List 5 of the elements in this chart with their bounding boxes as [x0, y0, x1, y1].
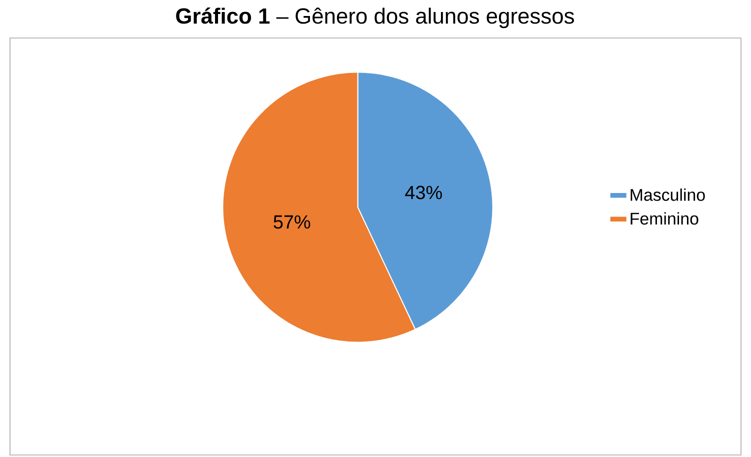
data-label: 43%: [405, 186, 442, 200]
legend-label: Feminino: [630, 212, 698, 225]
chart-title: Gráfico 1 – Gênero dos alunos egressos: [176, 8, 574, 28]
data-label: 57%: [274, 215, 310, 229]
legend-label: Masculino: [630, 188, 705, 201]
